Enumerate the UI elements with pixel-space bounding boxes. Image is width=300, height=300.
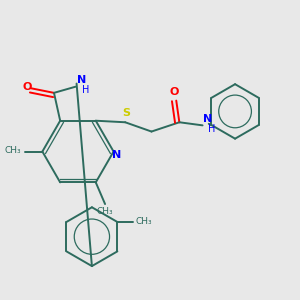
Text: O: O (169, 87, 178, 97)
Text: H: H (208, 124, 215, 134)
Text: S: S (122, 108, 130, 118)
Text: H: H (82, 85, 89, 95)
Text: CH₃: CH₃ (135, 218, 152, 226)
Text: CH₃: CH₃ (4, 146, 21, 155)
Text: N: N (76, 75, 86, 85)
Text: O: O (22, 82, 32, 92)
Text: CH₃: CH₃ (97, 207, 113, 216)
Text: N: N (112, 150, 121, 160)
Text: N: N (203, 113, 212, 124)
